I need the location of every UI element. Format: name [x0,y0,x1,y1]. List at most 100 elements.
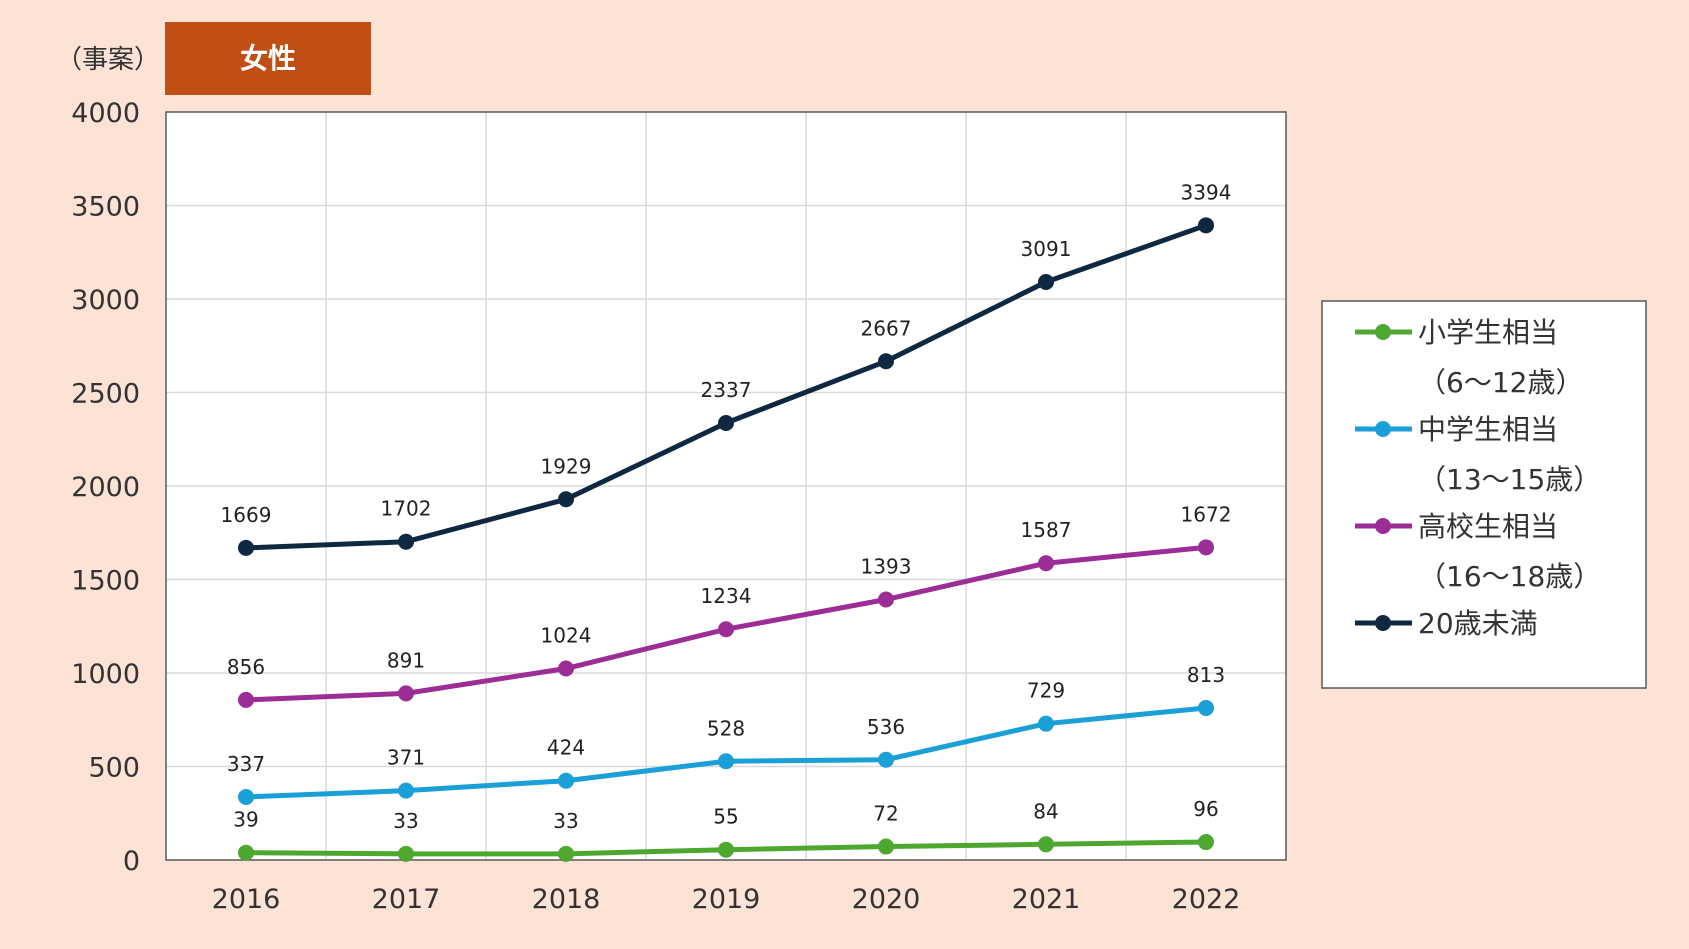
y-axis: 0 500 1000 1500 2000 2500 3000 3500 4000 [71,98,140,877]
data-label: 1702 [381,497,432,521]
legend-item: 小学生相当 （6～12歳） [1355,316,1583,399]
legend-item: 高校生相当 （16～18歳） [1355,510,1601,593]
data-point [558,491,574,508]
data-label: 55 [713,805,738,829]
y-unit-label: （事案） [56,45,160,75]
data-label: 424 [547,736,585,760]
data-point [1038,555,1054,572]
data-point [718,841,734,858]
data-point [878,838,894,855]
data-point [1198,539,1214,556]
data-label: 1024 [541,624,592,648]
y-tick-label: 3500 [71,192,140,223]
legend-swatch-marker [1375,421,1391,437]
y-tick-label: 500 [88,753,140,784]
legend-swatch-marker [1375,615,1391,631]
series-2: 337 371 424 528 536 729 813 [227,663,1225,805]
x-axis: 2016 2017 2018 2019 2020 2021 2022 [212,884,1241,915]
y-tick-label: 0 [123,846,140,877]
legend-label-age: （16～18歳） [1418,560,1601,593]
grid [166,112,1286,860]
data-point [398,533,414,550]
data-label: 39 [233,808,258,832]
data-label: 337 [227,752,265,776]
data-label: 72 [873,802,898,826]
data-point [878,751,894,768]
data-label: 371 [387,746,425,770]
y-tick-label: 1500 [71,566,140,597]
y-tick-label: 2000 [71,472,140,503]
chart-title: 女性 [240,42,296,75]
title-badge: 女性 [165,22,371,95]
legend-label: 高校生相当 [1418,510,1558,543]
data-point [718,621,734,638]
y-tick-label: 3000 [71,285,140,316]
x-tick-label: 2016 [212,884,281,915]
data-point [1038,273,1054,290]
data-point [1038,715,1054,732]
data-point [878,591,894,608]
series-3: 856 891 1024 1234 1393 1587 1672 [227,502,1232,708]
data-point [238,691,254,708]
x-tick-label: 2021 [1012,884,1081,915]
data-label: 1929 [541,454,592,478]
data-point [398,685,414,702]
data-label: 1234 [701,584,752,608]
x-tick-label: 2019 [692,884,761,915]
series-4: 1669 1702 1929 2337 2667 3091 3394 [221,180,1232,556]
legend-label: 中学生相当 [1418,413,1558,446]
data-label: 3394 [1181,180,1232,204]
data-point [1198,699,1214,716]
legend-label-age: （13～15歳） [1418,463,1601,496]
y-tick-label: 4000 [71,98,140,129]
data-point [558,845,574,862]
data-label: 84 [1033,799,1058,823]
legend-label: 20歳未満 [1418,607,1538,640]
x-tick-label: 2020 [852,884,921,915]
data-label: 1672 [1181,502,1232,526]
data-label: 1393 [861,555,912,579]
legend-swatch-marker [1375,324,1391,340]
legend: 小学生相当 （6～12歳） 中学生相当 （13～15歳） 高校生相当 （16～18歳） 20… [1321,300,1647,689]
data-point [558,772,574,789]
legend-item: 中学生相当 （13～15歳） [1355,413,1601,496]
data-label: 3091 [1021,237,1072,261]
data-point [718,414,734,431]
data-point [1038,836,1054,853]
data-point [558,660,574,677]
data-point [238,844,254,861]
data-point [718,753,734,770]
legend-item: 20歳未満 [1355,607,1538,640]
series-group: 39 33 33 55 72 84 96 337 371 424 528 536 729 813 856 89… [221,180,1232,862]
data-label: 96 [1193,797,1218,821]
x-tick-label: 2017 [372,884,441,915]
data-label: 1669 [221,503,272,527]
data-point [878,353,894,370]
data-label: 1587 [1021,518,1072,542]
data-label: 813 [1187,663,1225,687]
title-badge-box [165,22,371,95]
legend-label: 小学生相当 [1418,316,1558,349]
data-point [398,782,414,799]
legend-label-age: （6～12歳） [1418,366,1583,399]
data-point [238,539,254,556]
plot-border [165,111,1287,861]
data-point [238,788,254,805]
x-tick-label: 2018 [532,884,601,915]
series-1: 39 33 33 55 72 84 96 [233,797,1219,862]
data-point [1198,217,1214,234]
data-label: 891 [387,648,425,672]
data-point [1198,834,1214,851]
y-tick-label: 2500 [71,379,140,410]
legend-swatch-marker [1375,518,1391,534]
data-label: 729 [1027,679,1065,703]
data-label: 2667 [861,316,912,340]
data-label: 528 [707,716,745,740]
x-tick-label: 2022 [1172,884,1241,915]
data-label: 2337 [701,378,752,402]
y-tick-label: 1000 [71,659,140,690]
data-label: 536 [867,715,905,739]
data-point [398,845,414,862]
data-label: 33 [393,809,418,833]
